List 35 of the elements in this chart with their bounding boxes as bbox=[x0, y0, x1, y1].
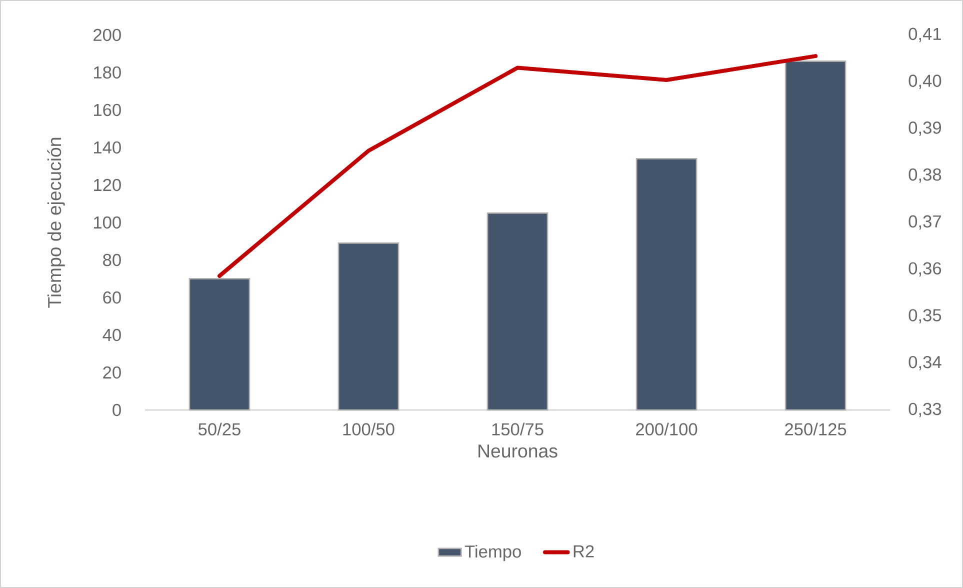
bar bbox=[636, 158, 698, 411]
x-tick-label: 50/25 bbox=[198, 422, 240, 436]
legend-label: R2 bbox=[574, 545, 594, 558]
y-tick-label: 80 bbox=[103, 254, 121, 266]
y-tick-label: 140 bbox=[94, 141, 121, 154]
bar bbox=[188, 278, 250, 411]
y-tick-label: 160 bbox=[94, 104, 121, 116]
y2-tick-label: 0,36 bbox=[908, 262, 942, 277]
bar bbox=[784, 60, 846, 411]
y-tick-label: 40 bbox=[102, 328, 121, 342]
bar bbox=[338, 242, 400, 411]
y2-tick-label: 0,34 bbox=[908, 356, 942, 370]
y-tick-label: 0 bbox=[112, 404, 121, 416]
y-tick-label: 120 bbox=[94, 178, 121, 192]
y-tick-label: 60 bbox=[103, 291, 121, 304]
line-series bbox=[217, 54, 818, 278]
x-tick-label: 150/75 bbox=[492, 422, 544, 436]
y-tick-label: 20 bbox=[103, 366, 121, 379]
x-tick-label: 100/50 bbox=[343, 422, 394, 436]
x-axis-title: Neuronas bbox=[478, 444, 558, 458]
legend-label: Tiempo bbox=[464, 544, 521, 562]
y-axis-title: Tiempo de ejecución bbox=[47, 138, 65, 308]
x-tick-label: 200/100 bbox=[636, 422, 698, 436]
y2-tick-label: 0,33 bbox=[908, 402, 942, 418]
x-tick-label: 250/125 bbox=[785, 422, 846, 436]
y2-tick-label: 0,40 bbox=[908, 74, 942, 90]
y2-tick-label: 0,35 bbox=[908, 309, 942, 324]
y2-tick-label: 0,38 bbox=[908, 168, 942, 183]
y2-tick-label: 0,39 bbox=[908, 122, 941, 136]
y-tick-label: 180 bbox=[94, 66, 121, 79]
y-tick-label: 100 bbox=[94, 216, 121, 229]
y-tick-label: 200 bbox=[94, 28, 121, 42]
y2-tick-label: 0,37 bbox=[908, 215, 941, 230]
bar bbox=[486, 212, 548, 411]
y2-tick-label: 0,41 bbox=[908, 28, 941, 42]
